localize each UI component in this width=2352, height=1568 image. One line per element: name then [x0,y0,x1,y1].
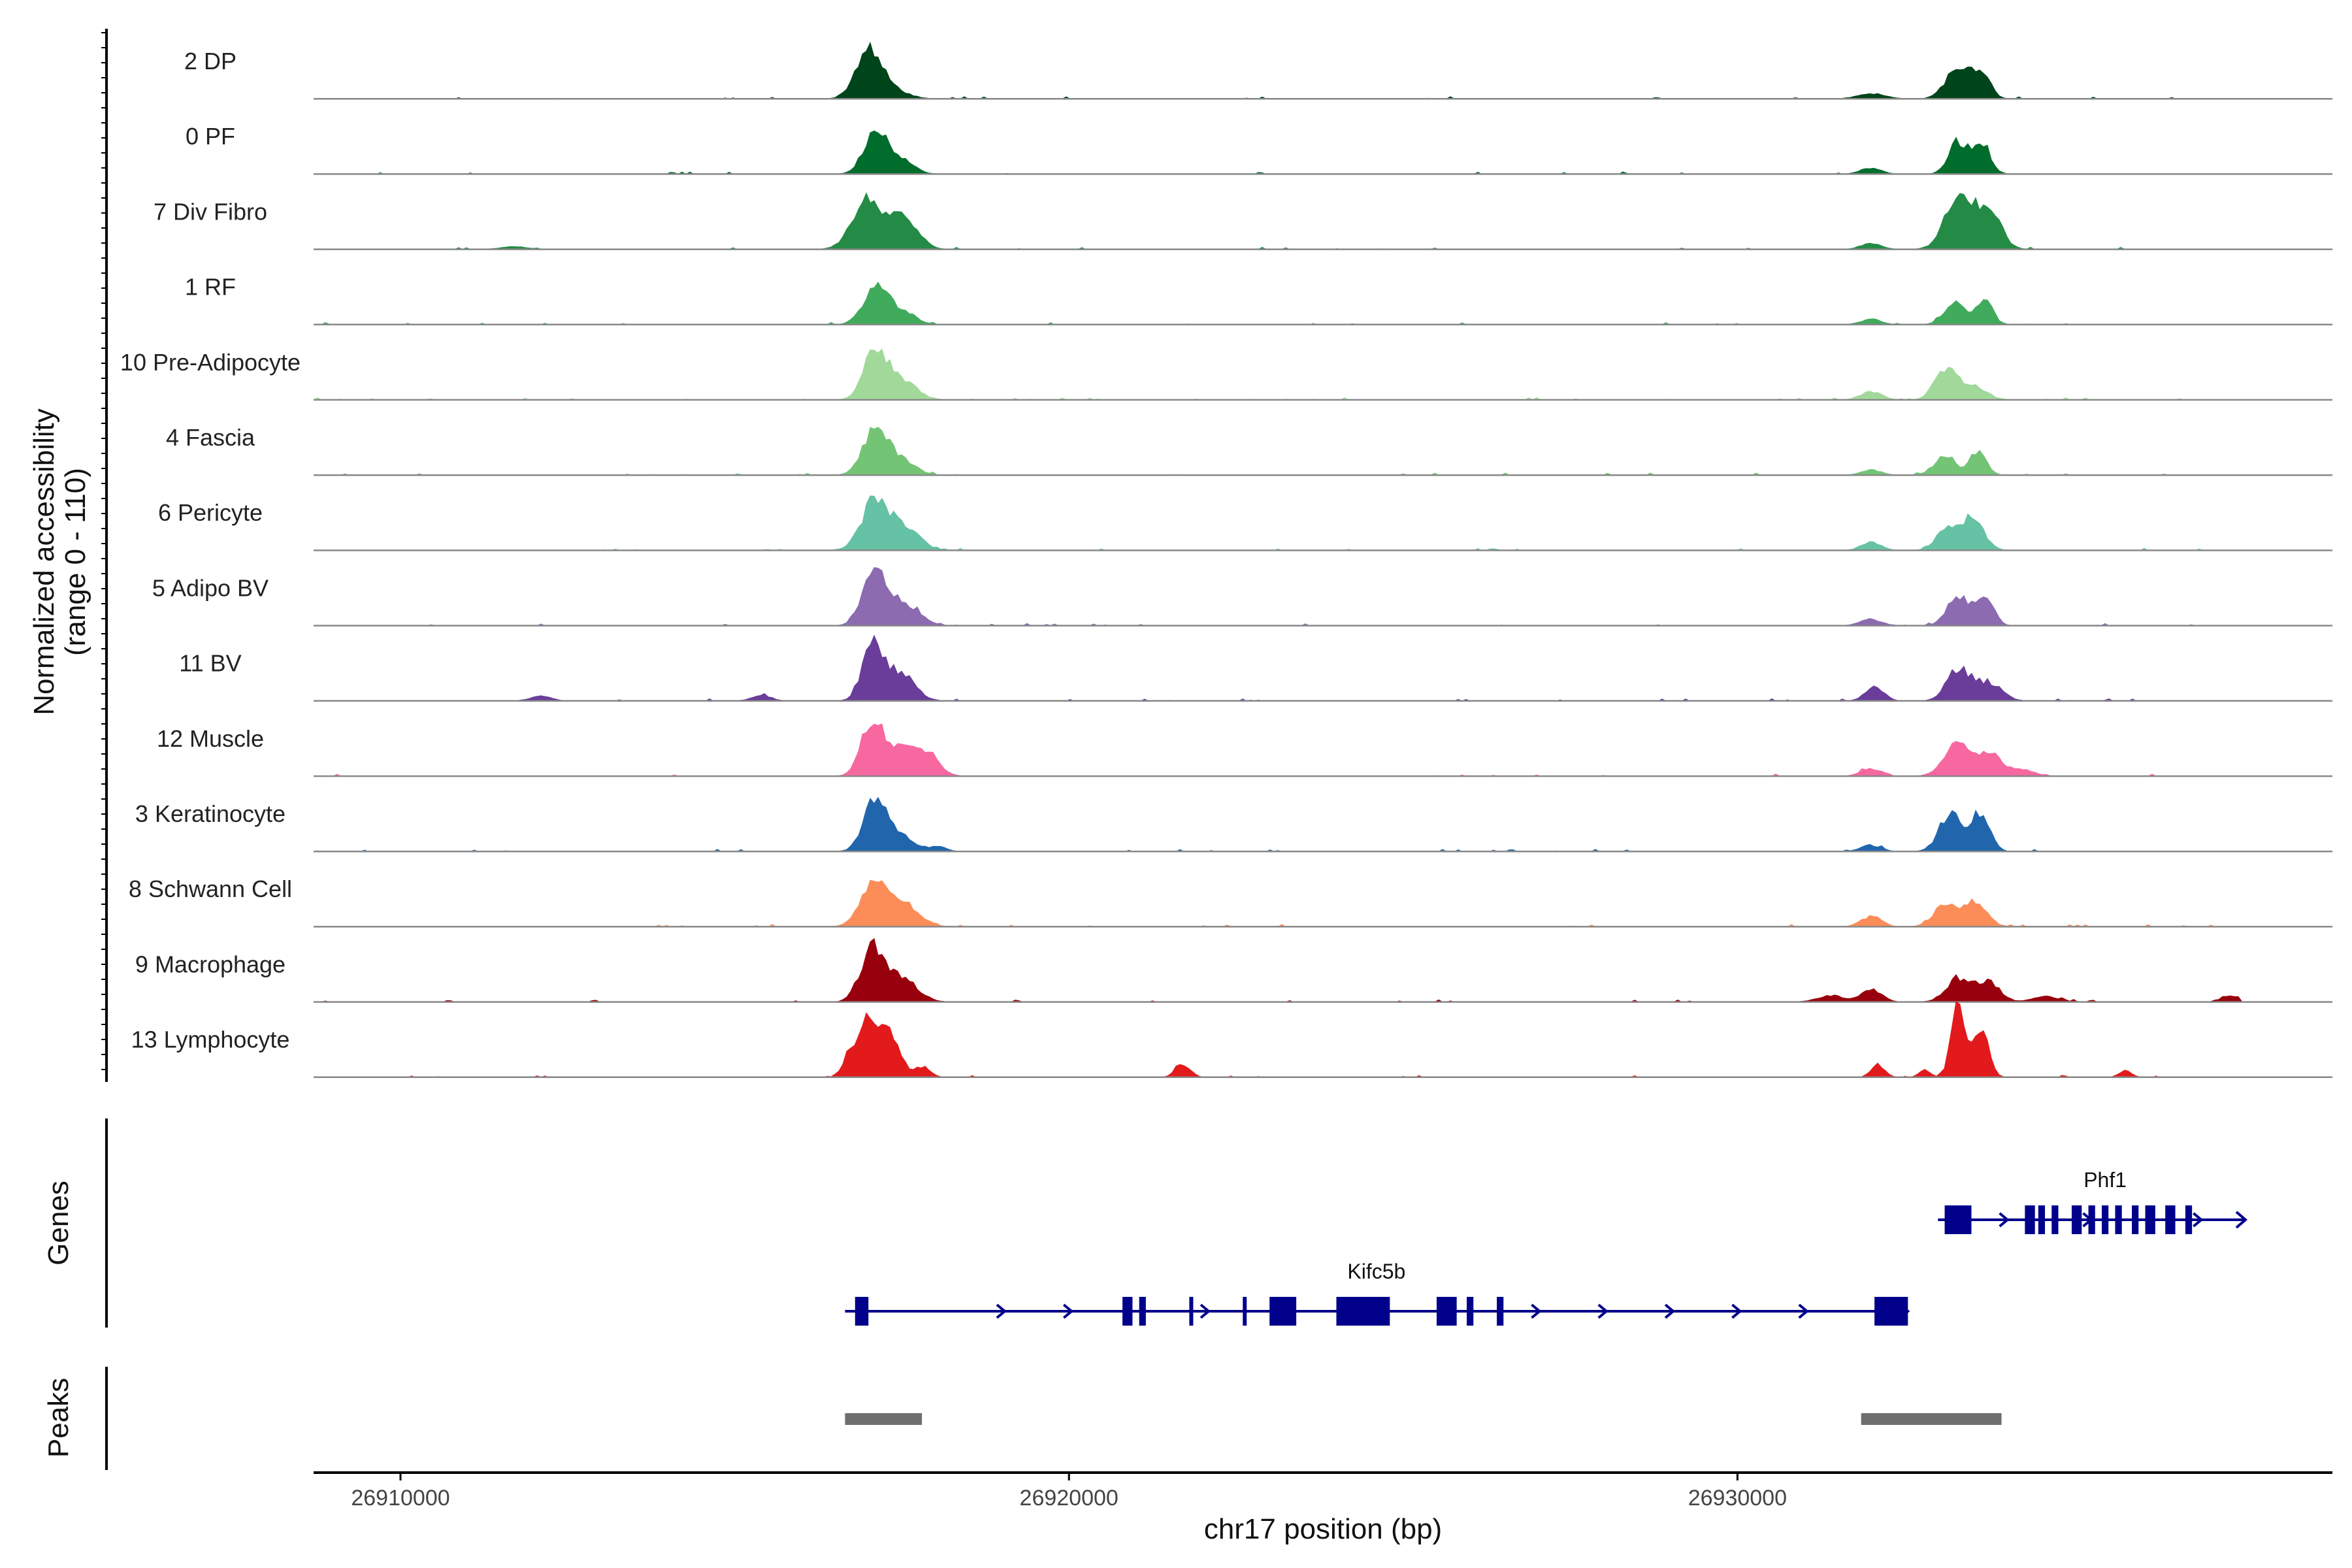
gene-exon [1139,1297,1146,1326]
track-label: 1 RF [185,274,236,301]
gene-exon [2038,1205,2046,1234]
gene-exon [855,1297,869,1326]
gene-label: Phf1 [2083,1168,2127,1192]
gene-track: Kifc5b Phf1 [845,1168,2248,1326]
track-label: 6 Pericyte [158,499,263,526]
gene-strand-arrow [996,1303,1007,1319]
track-2-dp: 2 DP [184,41,2332,100]
gene-strand-arrow [1999,1212,2010,1228]
track-signal-area [314,879,2332,927]
gene-strand-arrow [1798,1303,1809,1319]
gene-exon [1189,1297,1194,1326]
track-signal-area [314,281,2332,325]
track-label: 8 Schwann Cell [129,875,292,902]
gene-strand-arrow [1664,1303,1676,1319]
gene-kifc5b: Kifc5b [845,1260,1910,1326]
gene-exon [1497,1297,1504,1326]
gene-end-arrow [2235,1211,2248,1229]
track-label: 11 BV [179,650,241,677]
y-axis-title-line2: (range 0 - 110) [59,468,91,656]
track-label: 12 Muscle [157,725,264,752]
peak-bar [845,1413,923,1425]
track-3-keratinocyte: 3 Keratinocyte [135,796,2332,853]
track-label: 0 PF [186,123,235,150]
track-label: 9 Macrophage [135,951,286,977]
gene-exon [1874,1297,1908,1326]
gene-strand-arrow [2193,1212,2204,1228]
coverage-tracks: 2 DP 0 PF 7 Div Fibro 1 RF 10 Pre-Adipocyte 4… [120,41,2332,1079]
gene-exon [1466,1297,1474,1326]
track-signal-area [314,41,2332,99]
peaks-panel-label: Peaks [42,1378,74,1458]
track-label: 3 Keratinocyte [135,800,286,827]
gene-label: Kifc5b [1347,1260,1405,1283]
gene-exon [2145,1205,2155,1234]
track-7-div-fibro: 7 Div Fibro [154,192,2332,250]
track-signal-area [314,566,2332,627]
gene-exon [2102,1205,2109,1234]
track-5-adipo-bv: 5 Adipo BV [152,566,2332,627]
gene-exon [1122,1297,1133,1326]
track-label: 13 Lymphocyte [131,1026,290,1053]
track-signal-area [314,1001,2332,1078]
track-13-lymphocyte: 13 Lymphocyte [131,1001,2332,1079]
gene-exon [2132,1205,2139,1234]
track-0-pf: 0 PF [186,123,2332,175]
genes-panel-label: Genes [42,1181,74,1266]
x-tick-label: 26910000 [351,1486,449,1511]
gene-strand-arrow [2082,1212,2093,1228]
gene-exon [2185,1205,2193,1234]
gene-exon [1243,1297,1247,1326]
track-label: 7 Div Fibro [154,198,267,225]
peak-bar [1861,1413,2002,1425]
track-signal-area [314,130,2332,174]
gene-exon [1336,1297,1390,1326]
gene-strand-arrow [1200,1303,1211,1319]
track-11-bv: 11 BV [179,634,2332,702]
track-6-pericyte: 6 Pericyte [158,495,2332,551]
track-9-macrophage: 9 Macrophage [135,938,2332,1003]
track-10-pre-adipocyte: 10 Pre-Adipocyte [120,348,2332,401]
gene-strand-arrow [1062,1303,1074,1319]
track-label: 5 Adipo BV [152,574,269,601]
gene-strand-arrow [1597,1303,1609,1319]
gene-exon [1269,1297,1297,1326]
gene-exon [2071,1205,2082,1234]
track-4-fascia: 4 Fascia [166,424,2332,476]
track-signal-area [314,495,2332,551]
track-8-schwann-cell: 8 Schwann Cell [129,875,2332,928]
track-signal-area [313,796,2332,852]
x-axis-title: chr17 position (bp) [1204,1513,1442,1545]
coverage-y-ticks [101,32,106,1070]
gene-exon [2025,1205,2035,1234]
gene-phf1: Phf1 [1938,1168,2248,1234]
track-1-rf: 1 RF [185,274,2332,326]
gene-end-arrow [1897,1302,1910,1320]
x-tick-label: 26930000 [1688,1486,1787,1511]
gene-strand-arrow [1731,1303,1742,1319]
track-signal-area [314,192,2332,250]
x-tick-label: 26920000 [1020,1486,1119,1511]
y-axis-title-line1: Normalized accessibility [28,408,60,715]
track-signal-area [313,348,2332,400]
gene-exon [1944,1205,1972,1234]
track-label: 4 Fascia [166,424,255,451]
gene-exon [2115,1205,2122,1234]
x-axis: 26910000 26920000 26930000 [351,1473,1787,1511]
track-signal-area [314,427,2332,476]
track-signal-area [314,723,2332,777]
gene-strand-arrow [1531,1303,1542,1319]
peak-track [845,1413,2002,1425]
track-12-muscle: 12 Muscle [157,723,2332,777]
track-label: 2 DP [184,48,237,74]
gene-exon [1436,1297,1457,1326]
track-signal-area [314,634,2332,702]
track-signal-area [314,938,2332,1003]
track-label: 10 Pre-Adipocyte [120,349,301,376]
gene-exon [2165,1205,2176,1234]
gene-exon [2051,1205,2059,1234]
